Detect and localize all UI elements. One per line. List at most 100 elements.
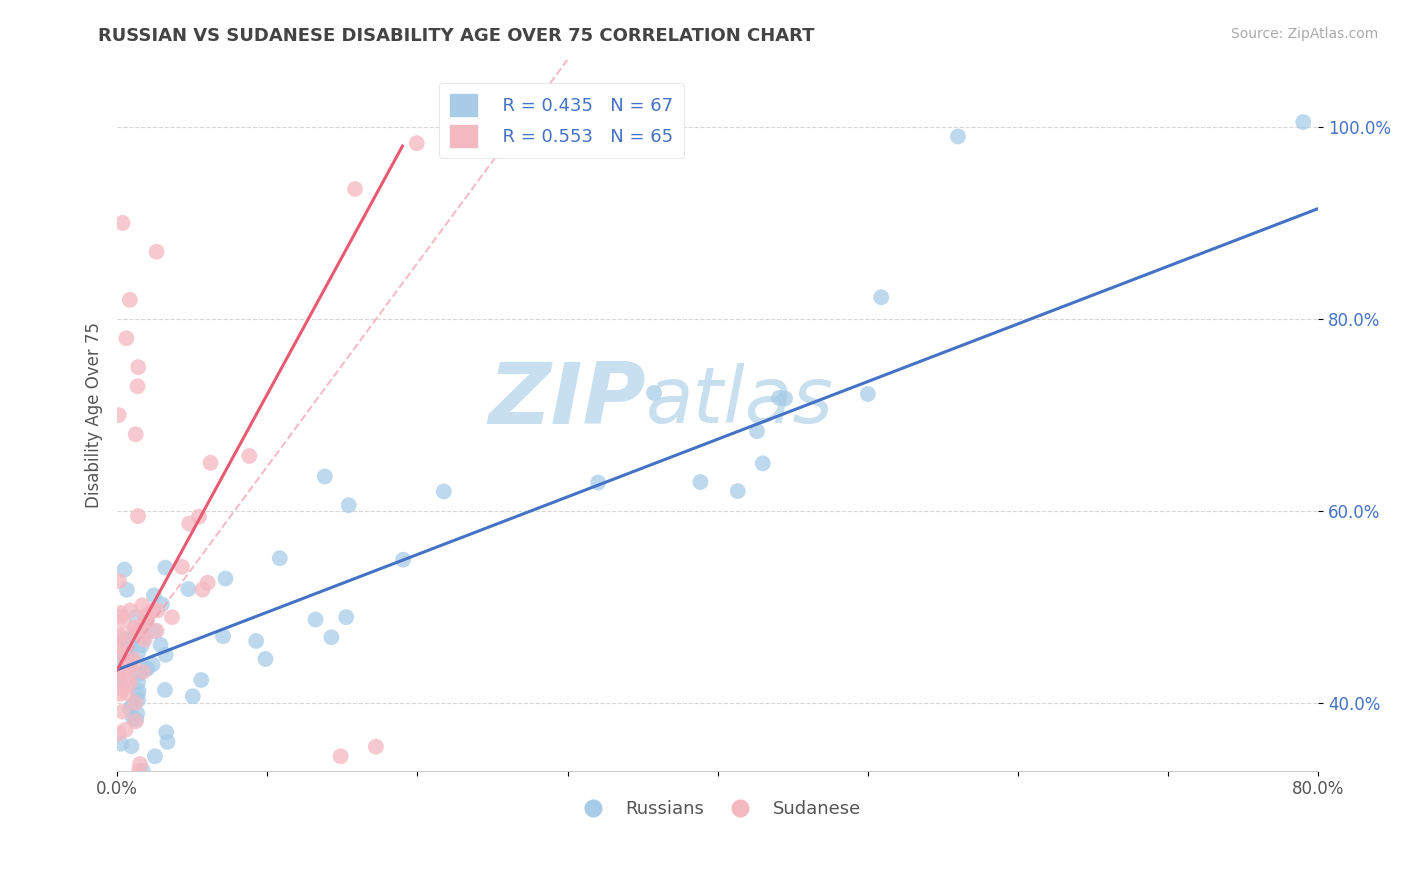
- Point: [128, 684, 150, 698]
- Point: [107, 408, 129, 422]
- Point: [115, 331, 138, 345]
- Point: [160, 610, 183, 624]
- Point: [108, 628, 131, 642]
- Point: [773, 392, 796, 406]
- Point: [118, 603, 141, 617]
- Point: [856, 387, 879, 401]
- Point: [643, 386, 665, 401]
- Point: [111, 705, 134, 719]
- Point: [321, 630, 343, 644]
- Point: [343, 182, 366, 196]
- Point: [135, 615, 157, 629]
- Point: [107, 726, 129, 740]
- Point: [335, 610, 357, 624]
- Text: RUSSIAN VS SUDANESE DISABILITY AGE OVER 75 CORRELATION CHART: RUSSIAN VS SUDANESE DISABILITY AGE OVER …: [98, 27, 815, 45]
- Point: [118, 293, 141, 307]
- Point: [314, 469, 336, 483]
- Point: [329, 749, 352, 764]
- Point: [127, 509, 149, 524]
- Point: [118, 633, 141, 648]
- Point: [145, 624, 167, 638]
- Point: [214, 572, 236, 586]
- Point: [121, 698, 143, 713]
- Point: [689, 475, 711, 489]
- Text: atlas: atlas: [645, 363, 834, 439]
- Point: [150, 597, 173, 611]
- Point: [304, 613, 326, 627]
- Point: [337, 498, 360, 512]
- Point: [139, 606, 162, 620]
- Point: [127, 379, 149, 393]
- Point: [127, 693, 149, 707]
- Point: [727, 484, 749, 499]
- Point: [108, 674, 131, 689]
- Point: [254, 652, 277, 666]
- Point: [127, 645, 149, 659]
- Point: [142, 588, 165, 602]
- Point: [115, 652, 138, 666]
- Point: [188, 509, 211, 524]
- Point: [122, 624, 145, 638]
- Text: ZIP: ZIP: [488, 359, 645, 442]
- Point: [110, 737, 132, 751]
- Point: [127, 360, 149, 375]
- Point: [132, 764, 155, 778]
- Point: [768, 391, 790, 405]
- Point: [135, 615, 157, 629]
- Point: [200, 456, 222, 470]
- Point: [111, 216, 134, 230]
- Point: [132, 665, 155, 679]
- Point: [181, 690, 204, 704]
- Point: [108, 639, 131, 653]
- Point: [110, 609, 132, 624]
- Point: [125, 427, 148, 442]
- Point: [125, 713, 148, 727]
- Point: [142, 603, 165, 617]
- Point: [179, 516, 201, 531]
- Point: [111, 652, 134, 666]
- Point: [197, 575, 219, 590]
- Point: [143, 624, 166, 639]
- Point: [114, 723, 136, 737]
- Point: [405, 136, 427, 151]
- Point: [112, 562, 135, 576]
- Point: [127, 675, 149, 690]
- Point: [114, 632, 136, 647]
- Point: [128, 667, 150, 681]
- Point: [946, 129, 969, 144]
- Point: [124, 714, 146, 729]
- Point: [146, 603, 169, 617]
- Point: [145, 244, 167, 259]
- Point: [136, 662, 159, 676]
- Point: [134, 632, 156, 647]
- Point: [156, 735, 179, 749]
- Point: [135, 661, 157, 675]
- Point: [115, 582, 138, 597]
- Text: Source: ZipAtlas.com: Source: ZipAtlas.com: [1230, 27, 1378, 41]
- Point: [107, 630, 129, 644]
- Point: [122, 711, 145, 725]
- Point: [177, 582, 200, 596]
- Point: [108, 687, 131, 701]
- Point: [752, 456, 775, 470]
- Point: [120, 702, 142, 716]
- Point: [111, 682, 134, 697]
- Point: [118, 655, 141, 669]
- Point: [107, 665, 129, 680]
- Point: [143, 749, 166, 764]
- Point: [191, 582, 214, 597]
- Point: [118, 676, 141, 690]
- Point: [118, 670, 141, 684]
- Point: [122, 629, 145, 643]
- Point: [120, 641, 142, 656]
- Point: [131, 638, 153, 652]
- Point: [149, 638, 172, 652]
- Point: [269, 551, 291, 566]
- Point: [170, 559, 193, 574]
- Point: [190, 673, 212, 687]
- Point: [121, 739, 143, 754]
- Point: [112, 615, 135, 629]
- Point: [131, 629, 153, 643]
- Point: [212, 629, 235, 643]
- Point: [107, 671, 129, 685]
